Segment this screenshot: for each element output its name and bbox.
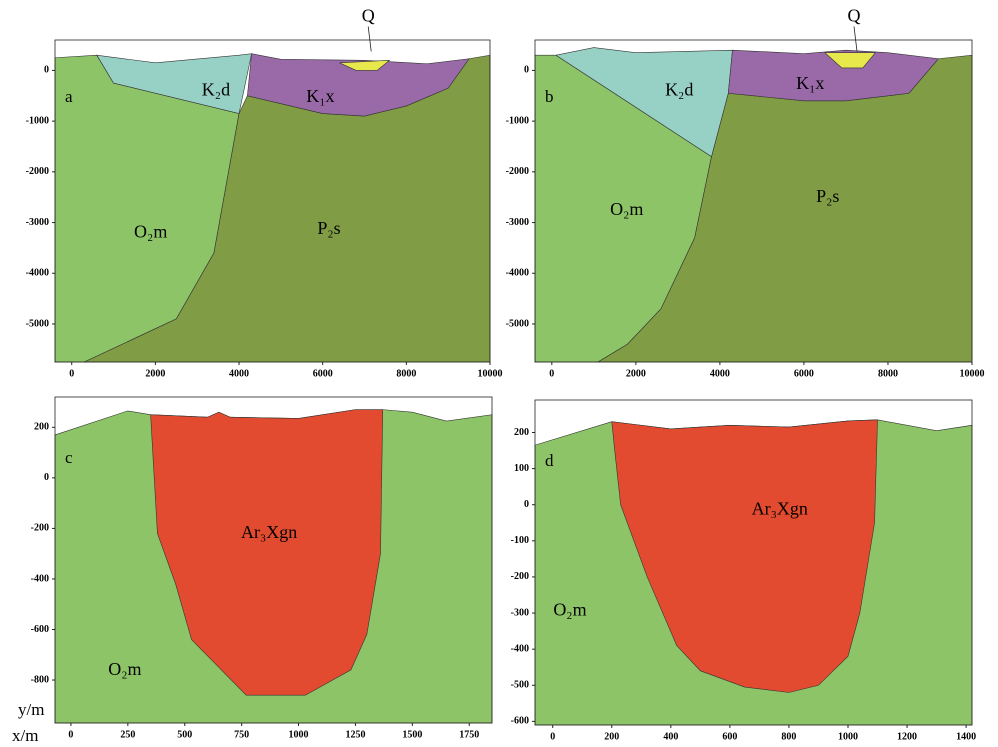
- x-tick-label: 0: [68, 729, 73, 740]
- unit-label: O₂m: [610, 199, 643, 219]
- y-tick-label: -1000: [26, 115, 49, 126]
- y-tick-label: -300: [511, 607, 529, 618]
- y-tick-label: -400: [511, 643, 529, 654]
- y-tick-label: -2000: [506, 166, 529, 177]
- x-tick-label: 750: [234, 729, 249, 740]
- y-tick-label: -500: [511, 680, 529, 691]
- x-tick-label: 600: [722, 731, 737, 742]
- unit-label: O₂m: [134, 221, 167, 241]
- x-tick-label: 800: [781, 731, 796, 742]
- unit-label: O₂m: [108, 659, 141, 679]
- x-tick-label: 2000: [145, 368, 165, 379]
- x-tick-label: 1750: [459, 729, 479, 740]
- x-tick-label: 500: [177, 729, 192, 740]
- y-tick-label: -800: [31, 674, 49, 685]
- x-tick-label: 1000: [838, 731, 858, 742]
- x-tick-label: 10000: [960, 368, 985, 379]
- y-tick-label: -5000: [26, 318, 49, 329]
- unit-label: Ar₃Xgn: [241, 522, 297, 542]
- x-tick-label: 10000: [478, 368, 503, 379]
- panel-label: a: [65, 87, 73, 106]
- panel-label: d: [545, 451, 554, 470]
- x-tick-label: 1250: [345, 729, 365, 740]
- x-tick-label: 250: [120, 729, 135, 740]
- unit-label: Q: [848, 6, 861, 26]
- x-tick-label: 4000: [229, 368, 249, 379]
- panel-label: c: [65, 448, 73, 467]
- x-tick-label: 1400: [956, 731, 976, 742]
- unit-label: K₁x: [796, 73, 824, 93]
- figure: O₂mP₂sK₂dK₁xQ02000400060008000100000-100…: [0, 0, 998, 747]
- y-tick-label: 200: [514, 427, 529, 438]
- unit-label: K₂d: [202, 80, 230, 100]
- y-tick-label: -2000: [26, 166, 49, 177]
- y-tick-label: -1000: [506, 115, 529, 126]
- x-tick-label: 400: [663, 731, 678, 742]
- x-tick-label: 8000: [878, 368, 898, 379]
- y-tick-label: -200: [31, 523, 49, 534]
- y-tick-label: 200: [34, 422, 49, 433]
- y-tick-label: -600: [511, 716, 529, 727]
- leader-line: [368, 26, 371, 51]
- y-tick-label: -4000: [506, 268, 529, 279]
- unit-label: K₂d: [665, 80, 693, 100]
- y-axis-label: y/m: [18, 700, 44, 719]
- y-tick-label: -200: [511, 571, 529, 582]
- x-tick-label: 1000: [289, 729, 309, 740]
- y-tick-label: 0: [524, 499, 529, 510]
- y-tick-label: -4000: [26, 268, 49, 279]
- y-tick-label: -100: [511, 535, 529, 546]
- y-tick-label: -3000: [26, 217, 49, 228]
- x-tick-label: 200: [604, 731, 619, 742]
- leader-line: [854, 26, 857, 51]
- x-tick-label: 4000: [710, 368, 730, 379]
- unit-label: Q: [362, 6, 375, 26]
- y-tick-label: -5000: [506, 318, 529, 329]
- unit-label: P₂s: [816, 186, 839, 206]
- x-axis-label: x/m: [12, 726, 38, 745]
- y-tick-label: 0: [524, 65, 529, 76]
- panel-label: b: [545, 87, 554, 106]
- x-tick-label: 8000: [396, 368, 416, 379]
- x-tick-label: 0: [69, 368, 74, 379]
- x-tick-label: 2000: [626, 368, 646, 379]
- x-tick-label: 6000: [794, 368, 814, 379]
- x-tick-label: 0: [550, 731, 555, 742]
- x-tick-label: 1200: [897, 731, 917, 742]
- x-tick-label: 0: [549, 368, 554, 379]
- x-tick-label: 6000: [313, 368, 333, 379]
- y-tick-label: -3000: [506, 217, 529, 228]
- y-tick-label: -600: [31, 624, 49, 635]
- y-tick-label: 0: [44, 65, 49, 76]
- y-tick-label: 0: [44, 472, 49, 483]
- y-tick-label: 100: [514, 463, 529, 474]
- unit-label: O₂m: [553, 599, 586, 619]
- y-tick-label: -400: [31, 573, 49, 584]
- unit-label: P₂s: [317, 218, 340, 238]
- unit-label: K₁x: [306, 86, 334, 106]
- x-tick-label: 1500: [402, 729, 422, 740]
- unit-label: Ar₃Xgn: [752, 499, 808, 519]
